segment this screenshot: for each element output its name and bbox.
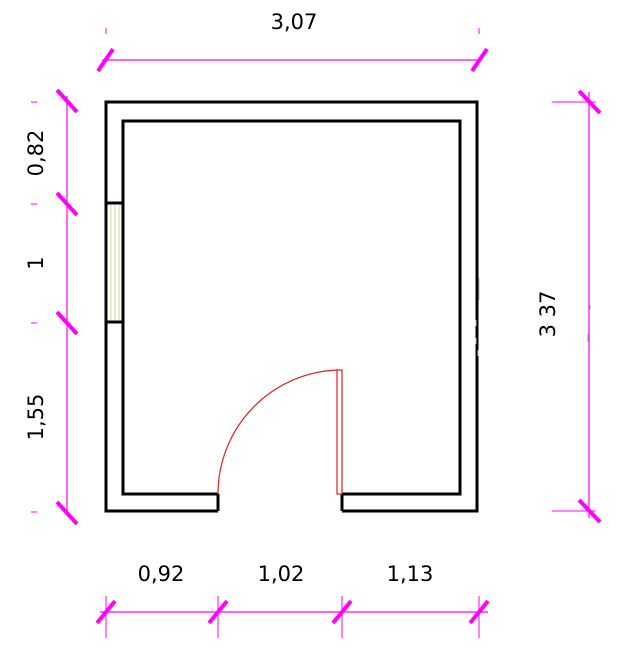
dim-bottom-label-3: 1,13 [387,562,434,586]
inner-wall-outline [121,119,462,496]
dim-bottom-label-2: 1,02 [258,562,305,586]
outer-wall-outline [104,100,479,513]
dim-left-tick-3 [55,310,79,336]
door-swing-arc [217,369,339,495]
dim-bottom-tick-3 [331,599,353,625]
dim-left-label-1: 0,82 [24,130,48,177]
hidden-marks [475,278,480,356]
dim-left-tick-1 [55,88,79,114]
dim-top-total-label: 3,07 [271,10,318,34]
window [104,201,125,324]
dim-top-tick-left [96,47,115,73]
dim-left-label-2: 1 [24,256,48,269]
dim-right-tick-top [577,89,602,115]
dim-left-tick-2 [55,191,79,217]
label-artifacts [587,305,591,342]
dim-right-total-label: 3 37 [536,291,560,338]
dim-bottom-tick-2 [207,599,229,625]
dimension-lines [31,28,602,638]
dim-top-tick-right [470,47,489,73]
dim-left-label-3: 1,55 [24,394,48,441]
dim-left-tick-4 [55,500,79,526]
door-leaf [336,369,343,495]
dim-bottom-tick-1 [95,599,117,625]
dimension-labels: 3,07 0,82 1 1,55 3 37 0,92 1,02 1,13 [24,10,560,586]
door [217,369,343,495]
walls [104,100,479,513]
dim-bottom-label-1: 0,92 [138,562,185,586]
dim-bottom-tick-4 [468,599,490,625]
dim-right-tick-bottom [577,498,602,524]
